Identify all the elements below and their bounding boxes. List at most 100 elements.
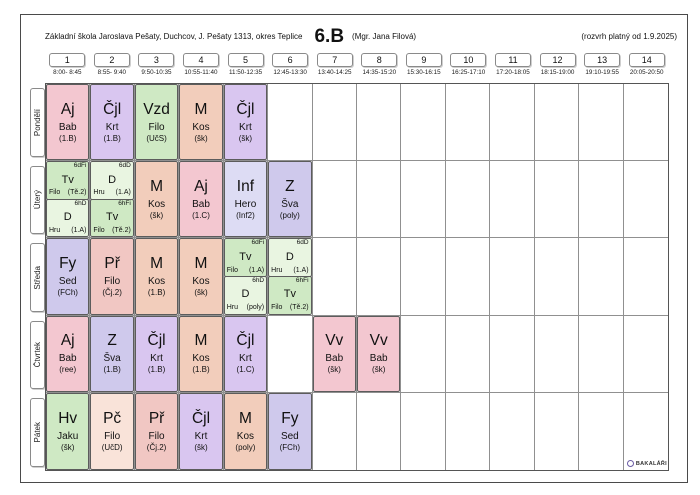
lesson-čjl: Čjl Krt (1.C) bbox=[223, 315, 268, 392]
lesson-m: M Kos (poly) bbox=[223, 392, 268, 470]
room-label: (UčD) bbox=[101, 442, 123, 452]
cell-r3-c10 bbox=[445, 238, 491, 316]
period-number: 11 bbox=[494, 53, 531, 67]
teacher-abbr: Bab bbox=[192, 198, 210, 210]
lesson-vv: Vv Bab (šk) bbox=[312, 315, 356, 392]
subject-abbr: Z bbox=[285, 177, 295, 195]
lesson-hv: Hv Jaku (šk) bbox=[46, 392, 90, 470]
cell-r4-c4: M Kos (1.B) bbox=[179, 315, 224, 393]
cell-r5-c2: Pč Filo (UčD) bbox=[90, 392, 135, 470]
period-header-6: 6 12:45-13:30 bbox=[268, 53, 313, 81]
cell-r2-c14 bbox=[623, 161, 668, 239]
teacher-abbr: Kos bbox=[192, 121, 210, 133]
subject-abbr: D bbox=[285, 250, 294, 263]
day-label-1: Pondělí bbox=[30, 88, 45, 157]
cell-r1-c4: M Kos (šk) bbox=[179, 84, 224, 162]
cell-r2-c10 bbox=[445, 161, 491, 239]
subject-abbr: Z bbox=[107, 332, 117, 350]
teacher-abbr: Filo bbox=[226, 266, 238, 274]
cell-r4-c6 bbox=[268, 315, 313, 393]
lesson-detail: Hru (1.A) bbox=[93, 189, 130, 197]
teacher-abbr: Filo bbox=[104, 276, 121, 287]
cell-r3-c9 bbox=[401, 238, 446, 316]
lesson-m: M Kos (1.B) bbox=[134, 238, 179, 315]
group-tag: 6dD bbox=[296, 239, 309, 247]
cell-r1-c3: Vzd Filo (UčS) bbox=[134, 84, 180, 162]
subject-abbr: Tv bbox=[283, 288, 296, 301]
subject-abbr: Pč bbox=[103, 410, 122, 428]
cell-r5-c13 bbox=[579, 392, 624, 470]
teacher-abbr: Kos bbox=[192, 276, 210, 287]
teacher-abbr: Bab bbox=[369, 353, 388, 365]
subject-abbr: D bbox=[241, 288, 250, 301]
lesson-tv: 6hFi Tv Filo (Tě.2) bbox=[90, 198, 134, 238]
cell-r5-c7 bbox=[313, 392, 357, 470]
cell-r3-c11 bbox=[490, 238, 535, 316]
room-label: (poly) bbox=[279, 210, 300, 220]
day-label-text: Pátek bbox=[33, 422, 42, 443]
period-time: 13:40-14:25 bbox=[317, 69, 352, 76]
teacher-abbr: Sed bbox=[280, 430, 299, 442]
period-number: 9 bbox=[405, 53, 442, 67]
cell-r4-c9 bbox=[401, 315, 446, 393]
subject-abbr: Př bbox=[104, 255, 120, 273]
lesson-m: M Kos (šk) bbox=[179, 238, 223, 315]
cell-r3-c4: M Kos (šk) bbox=[179, 238, 224, 316]
room-label: (1.C) bbox=[192, 210, 210, 220]
cell-r3-c7 bbox=[312, 238, 357, 316]
cell-r3-c14 bbox=[623, 238, 668, 316]
room-label: (1.B) bbox=[147, 288, 166, 297]
class-name: 6.B bbox=[314, 25, 345, 47]
lesson-detail: Filo (Tě.2) bbox=[93, 227, 130, 235]
group-tag: 6hFi bbox=[118, 199, 131, 207]
period-time: 15:30-16:15 bbox=[407, 69, 441, 76]
lesson-př: Př Filo (Čj.2) bbox=[134, 392, 179, 470]
teacher-abbr: Filo bbox=[148, 121, 165, 133]
lesson-tv: 6dFi Tv Filo (Tě.2) bbox=[46, 161, 90, 200]
cell-r2-c8 bbox=[356, 161, 402, 239]
period-header-5: 5 11:50-12:35 bbox=[223, 53, 268, 81]
teacher-abbr: Krt bbox=[150, 353, 163, 365]
room-label: (poly) bbox=[235, 442, 256, 452]
teacher-abbr: Hru bbox=[93, 189, 105, 197]
teacher-abbr: Hru bbox=[49, 227, 61, 235]
teacher-abbr: Filo bbox=[148, 430, 165, 442]
group-tag: 6hD bbox=[74, 199, 87, 207]
cell-r1-c12 bbox=[534, 84, 580, 162]
cell-r3-c3: M Kos (1.B) bbox=[134, 238, 180, 316]
lesson-detail: Filo (Tě.2) bbox=[271, 304, 308, 312]
period-number: 14 bbox=[628, 53, 665, 67]
group-tag: 6dFi bbox=[73, 162, 87, 170]
room-label: (1.A) bbox=[293, 266, 309, 274]
room-label: (FCh) bbox=[279, 442, 301, 452]
lesson-split-cell: 6dFi Tv Filo (Tě.2) 6hD D Hru (1.A) bbox=[46, 161, 90, 238]
period-number: 5 bbox=[227, 53, 264, 67]
cell-r4-c8: Vv Bab (šk) bbox=[356, 315, 402, 393]
room-label: (UčS) bbox=[146, 133, 167, 143]
cell-r3-c8 bbox=[356, 238, 402, 316]
day-label-text: Středa bbox=[33, 265, 42, 290]
teacher-abbr: Krt bbox=[194, 430, 208, 442]
teacher-abbr: Šva bbox=[103, 353, 121, 365]
lesson-fy: Fy Sed (FCh) bbox=[268, 392, 312, 470]
lesson-m: M Kos (1.B) bbox=[179, 315, 223, 392]
lesson-čjl: Čjl Krt (1.B) bbox=[134, 315, 179, 392]
period-header-4: 4 10:55-11:40 bbox=[179, 53, 224, 81]
room-label: (1.B) bbox=[103, 133, 121, 143]
period-header-11: 11 17:20-18:05 bbox=[491, 53, 536, 81]
timetable-grid: Aj Bab (1.B) Čjl Krt (1.B) Vzd Filo (UčS) M Kos (šk… bbox=[45, 83, 669, 471]
bakalari-logo: BAKALÁŘI bbox=[626, 460, 667, 467]
cell-r5-c10 bbox=[446, 392, 491, 470]
room-label: (FCh) bbox=[57, 288, 78, 297]
period-number: 6 bbox=[272, 53, 309, 67]
subject-abbr: M bbox=[150, 177, 164, 195]
room-label: (ree) bbox=[59, 365, 77, 375]
cell-r2-c1: 6dFi Tv Filo (Tě.2) 6hD D Hru (1.A) bbox=[46, 161, 91, 239]
cell-r5-c3: Př Filo (Čj.2) bbox=[134, 392, 180, 470]
validity-note: (rozvrh platný od 1.9.2025) bbox=[581, 31, 677, 41]
subject-abbr: Aj bbox=[60, 100, 75, 118]
day-label-2: Úterý bbox=[30, 165, 45, 235]
cell-r4-c7: Vv Bab (šk) bbox=[312, 315, 357, 393]
room-label: (1.A) bbox=[71, 227, 87, 235]
subject-abbr: M bbox=[194, 100, 208, 118]
